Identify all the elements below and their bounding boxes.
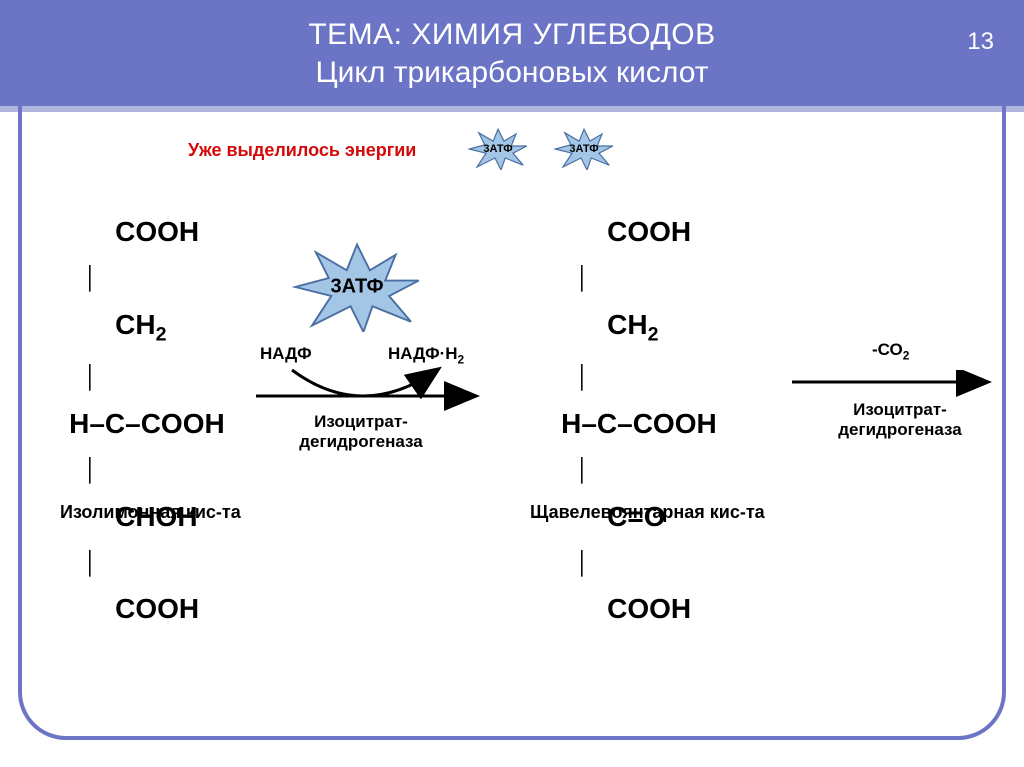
coenzyme-in: НАДФ bbox=[260, 344, 312, 364]
slide-content: Уже выделилось энергии 3АТФ 3АТФ COOH │ … bbox=[0, 112, 1024, 767]
mol-line: H–C–COOH bbox=[69, 408, 225, 439]
bond-icon: │ bbox=[530, 466, 717, 475]
bond-icon: │ bbox=[38, 274, 225, 283]
atp-burst-big: 3АТФ bbox=[292, 242, 422, 332]
slide-title: ТЕМА: ХИМИЯ УГЛЕВОДОВ bbox=[0, 18, 1024, 52]
molecule-oxalosuccinate: COOH │ CH2 │ H–C–COOH │ C=O │ COOH bbox=[530, 190, 717, 651]
mol-line: COOH bbox=[69, 216, 199, 247]
slide-number: 13 bbox=[967, 28, 994, 56]
reaction-arrow-1 bbox=[252, 364, 487, 414]
bond-icon: │ bbox=[530, 559, 717, 568]
mol-line: COOH bbox=[561, 216, 691, 247]
oxalosuccinate-caption: Щавелевоянтарная кис-та bbox=[530, 502, 765, 523]
molecule-isocitrate: COOH │ CH2 │ H–C–COOH │ CHOH │ COOH bbox=[38, 190, 225, 651]
mol-line: CH2 bbox=[69, 309, 166, 340]
reaction-arrow-2 bbox=[788, 370, 998, 398]
atp-burst-small-1: 3АТФ bbox=[468, 128, 528, 170]
mol-line: COOH bbox=[69, 593, 199, 624]
enzyme-line2: дегидрогеназа bbox=[838, 420, 961, 439]
enzyme-line1: Изоцитрат- bbox=[853, 400, 947, 419]
enzyme-1: Изоцитрат- дегидрогеназа bbox=[296, 412, 426, 452]
atp-label: 3АТФ bbox=[483, 143, 512, 155]
co2-out: -СО2 bbox=[872, 340, 909, 362]
enzyme-line2: дегидрогеназа bbox=[299, 432, 422, 451]
bond-icon: │ bbox=[38, 559, 225, 568]
bond-icon: │ bbox=[530, 274, 717, 283]
bond-icon: │ bbox=[38, 373, 225, 382]
slide-subtitle: Цикл трикарбоновых кислот bbox=[0, 56, 1024, 90]
bond-icon: │ bbox=[530, 373, 717, 382]
bond-icon: │ bbox=[38, 466, 225, 475]
atp-label: 3АТФ bbox=[330, 276, 383, 299]
mol-line: CH2 bbox=[561, 309, 658, 340]
atp-label: 3АТФ bbox=[569, 143, 598, 155]
energy-released-text: Уже выделилось энергии bbox=[188, 140, 416, 161]
isocitrate-caption: Изолимонная кис-та bbox=[60, 502, 241, 523]
mol-line: H–C–COOH bbox=[561, 408, 717, 439]
atp-burst-small-2: 3АТФ bbox=[554, 128, 614, 170]
enzyme-2: Изоцитрат- дегидрогеназа bbox=[830, 400, 970, 440]
mol-line: COOH bbox=[561, 593, 691, 624]
enzyme-line1: Изоцитрат- bbox=[314, 412, 408, 431]
